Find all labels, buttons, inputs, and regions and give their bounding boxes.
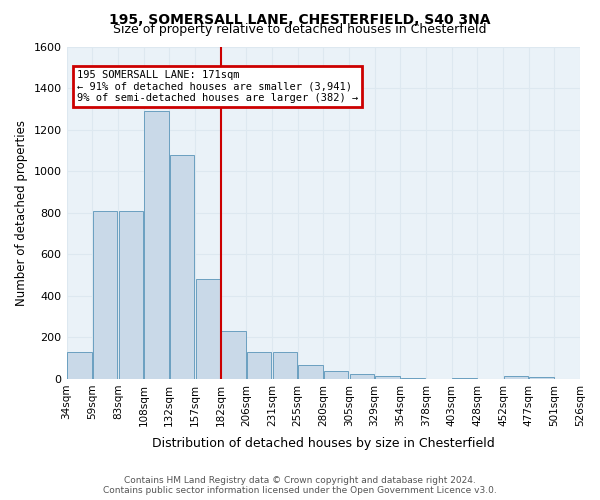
Bar: [272, 352, 297, 379]
Text: Size of property relative to detached houses in Chesterfield: Size of property relative to detached ho…: [113, 22, 487, 36]
Bar: [144, 111, 169, 379]
Bar: [196, 279, 220, 379]
Bar: [375, 376, 400, 379]
Bar: [529, 377, 554, 379]
Bar: [93, 210, 117, 379]
Bar: [324, 370, 349, 379]
Bar: [119, 210, 143, 379]
Y-axis label: Number of detached properties: Number of detached properties: [15, 120, 28, 306]
Text: Contains HM Land Registry data © Crown copyright and database right 2024.
Contai: Contains HM Land Registry data © Crown c…: [103, 476, 497, 495]
Text: 195 SOMERSALL LANE: 171sqm
← 91% of detached houses are smaller (3,941)
9% of se: 195 SOMERSALL LANE: 171sqm ← 91% of deta…: [77, 70, 358, 103]
Bar: [170, 154, 194, 379]
Bar: [401, 378, 425, 379]
Bar: [298, 366, 323, 379]
Bar: [503, 376, 528, 379]
Bar: [221, 331, 245, 379]
Text: 195, SOMERSALL LANE, CHESTERFIELD, S40 3NA: 195, SOMERSALL LANE, CHESTERFIELD, S40 3…: [109, 12, 491, 26]
Bar: [452, 378, 476, 379]
X-axis label: Distribution of detached houses by size in Chesterfield: Distribution of detached houses by size …: [152, 437, 494, 450]
Bar: [67, 352, 92, 379]
Bar: [350, 374, 374, 379]
Bar: [247, 352, 271, 379]
